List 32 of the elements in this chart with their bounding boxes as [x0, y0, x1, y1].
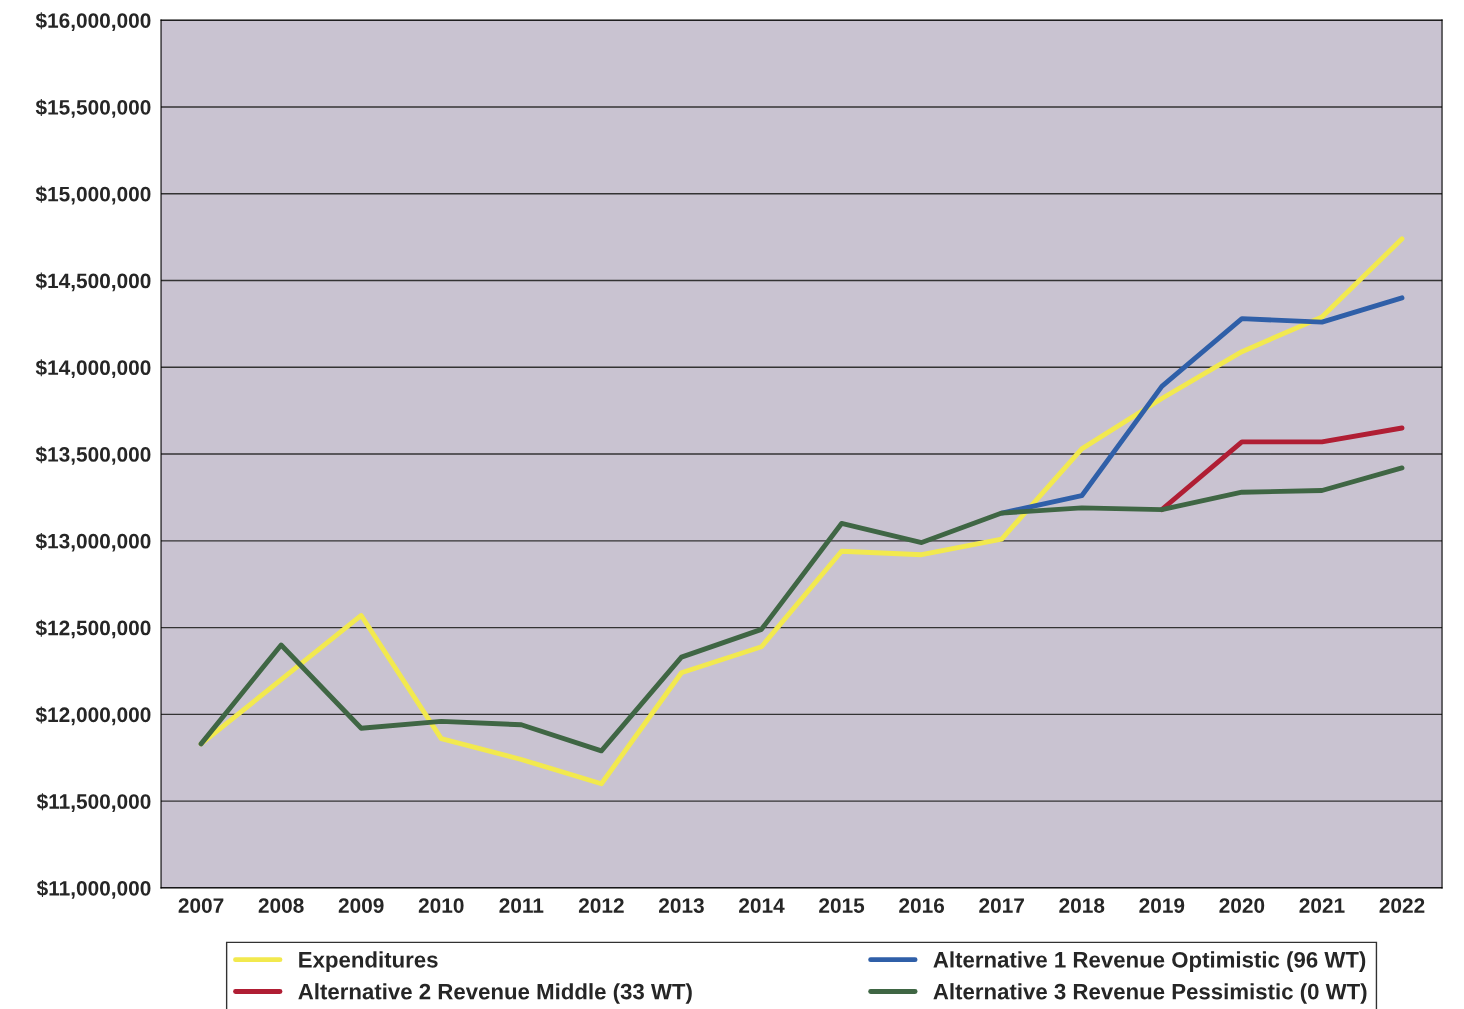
- x-tick-label: 2008: [258, 898, 304, 913]
- x-tick-label: 2012: [578, 898, 624, 913]
- x-tick-label: 2013: [659, 898, 704, 913]
- x-tick-label: 2019: [1139, 898, 1185, 913]
- x-tick-label: 2020: [1219, 898, 1265, 913]
- legend-label: Alternative 1 Revenue Optimistic (96 WT): [933, 951, 1366, 973]
- y-tick-label: $12,500,000: [35, 619, 151, 639]
- legend-label: Alternative 2 Revenue Middle (33 WT): [298, 983, 692, 1004]
- legend-label: Expenditures: [299, 951, 438, 973]
- y-tick-label: $13,500,000: [35, 446, 151, 465]
- y-tick-label: $16,000,000: [35, 12, 151, 31]
- legend-label: Alternative 3 Revenue Pessimistic (0 WT): [933, 983, 1367, 1004]
- y-tick-label: $15,500,000: [35, 99, 151, 118]
- y-tick-label: $14,000,000: [35, 359, 151, 379]
- x-tick-label: 2010: [418, 898, 464, 913]
- x-tick-label: 2014: [739, 898, 785, 913]
- y-tick-label: $15,000,000: [35, 185, 151, 205]
- x-tick-label: 2017: [979, 898, 1024, 913]
- y-tick-label: $13,000,000: [35, 532, 151, 552]
- y-tick-label: $14,500,000: [35, 272, 151, 292]
- y-tick-label: $11,000,000: [36, 880, 151, 899]
- y-tick-label: $11,500,000: [36, 793, 151, 812]
- x-tick-label: 2016: [899, 898, 945, 913]
- line-series: [198, 465, 1405, 754]
- x-tick-label: 2022: [1379, 898, 1425, 913]
- x-tick-label: 2009: [338, 898, 384, 913]
- y-tick-label: $12,000,000: [35, 706, 151, 726]
- x-tick-label: 2015: [819, 898, 865, 913]
- x-tick-label: 2011: [499, 898, 544, 913]
- x-tick-label: 2021: [1299, 898, 1345, 913]
- x-tick-label: 2007: [178, 898, 224, 913]
- x-tick-label: 2018: [1059, 898, 1105, 913]
